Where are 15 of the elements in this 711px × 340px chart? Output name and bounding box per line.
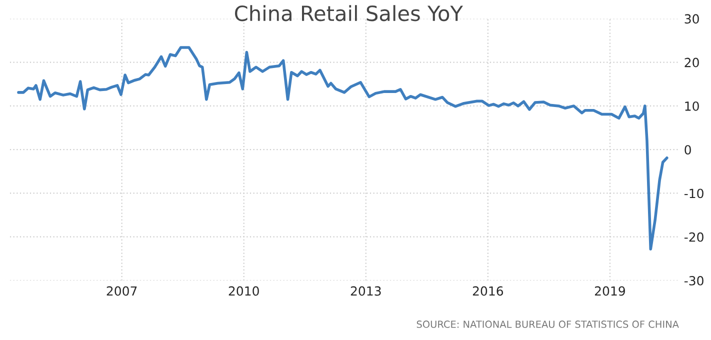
x-tick-label: 2007 [106,286,137,296]
y-tick-label: 0 [684,145,691,155]
source-note: SOURCE: NATIONAL BUREAU OF STATISTICS OF CHINA [416,320,679,328]
x-tick-label: 2019 [594,286,625,296]
chart-title: China Retail Sales YoY [234,5,463,22]
y-tick-label: 10 [685,101,699,111]
x-tick-label: 2016 [472,286,504,296]
y-tick-label: 30 [684,14,699,24]
x-tick-label: 2013 [350,286,381,296]
y-tick-label: 20 [684,58,699,68]
y-tick-label: -10 [684,188,704,198]
x-tick-label: 2010 [228,286,259,296]
y-tick-label: -20 [684,232,704,242]
line-series [17,46,668,250]
y-tick-label: -30 [684,276,704,286]
